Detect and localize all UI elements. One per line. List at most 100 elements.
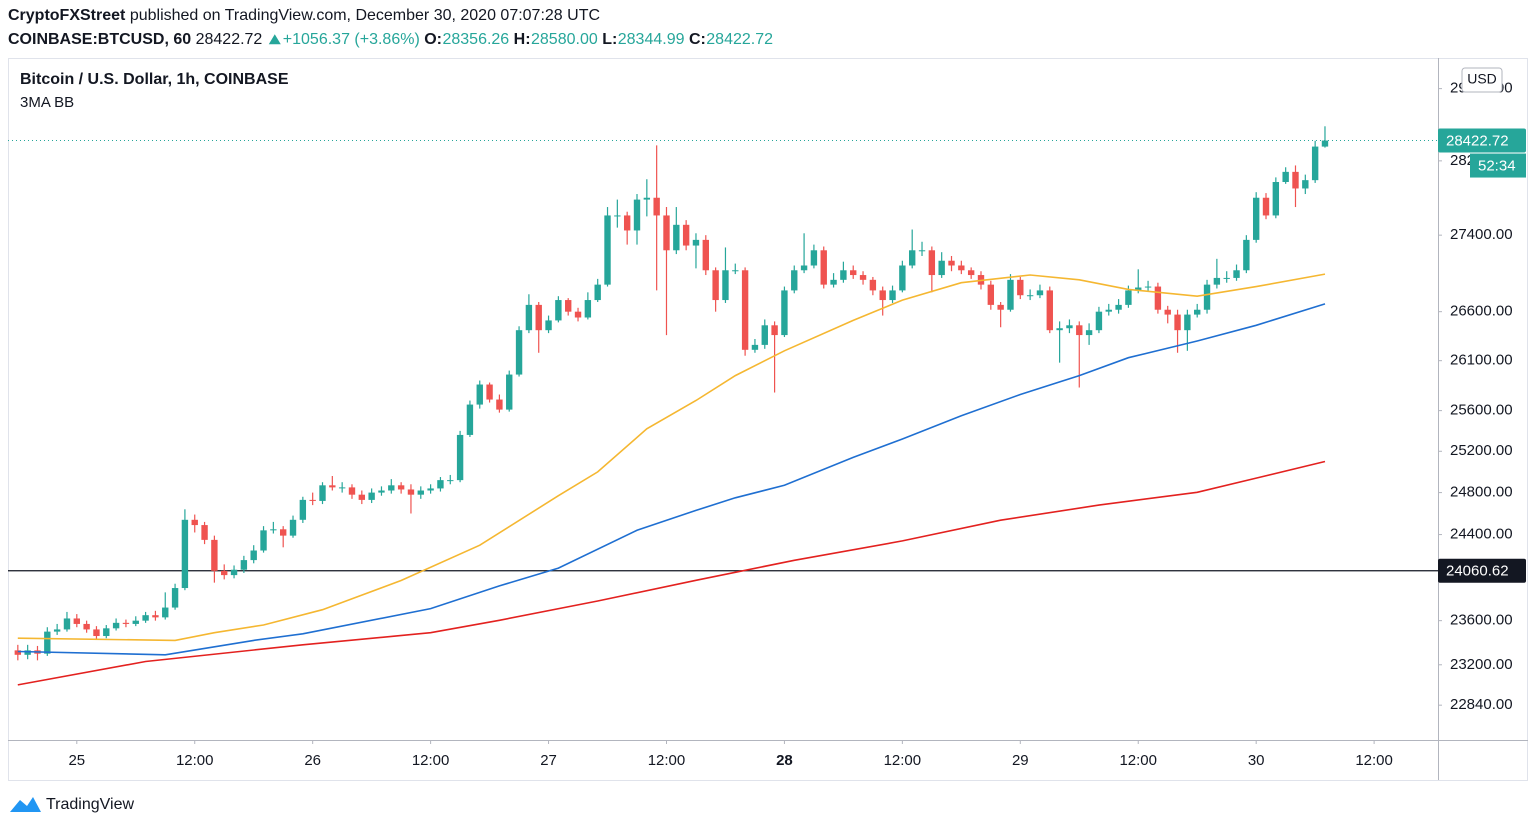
ohlc-label: L: — [602, 31, 617, 48]
candle-body — [732, 270, 739, 272]
candle-body — [112, 622, 120, 629]
candle-body — [889, 290, 896, 301]
candle-body — [830, 279, 837, 285]
y-tick-label: 23600.00 — [1450, 612, 1513, 629]
ohlc-value: 28344.99 — [618, 31, 685, 48]
candle-body — [810, 250, 818, 266]
level-badge-label: 24060.62 — [1446, 563, 1509, 580]
x-tick-label: 26 — [304, 752, 321, 769]
candle-body — [437, 480, 444, 489]
candle-body — [388, 485, 395, 491]
candle-body — [692, 239, 700, 246]
brand-logo — [10, 797, 41, 812]
candle-body — [1243, 239, 1250, 271]
candle-body — [663, 215, 670, 251]
ohlc-label: C: — [689, 31, 706, 48]
candle-body — [211, 539, 218, 571]
price-badge — [1438, 128, 1526, 153]
candle-body — [260, 530, 267, 551]
candle-body — [152, 615, 159, 618]
candle-body — [643, 197, 651, 200]
candle-body — [623, 215, 631, 231]
candle-body — [181, 519, 189, 589]
candle-body — [427, 488, 434, 491]
candle-body — [1007, 279, 1014, 310]
candle-body — [103, 628, 110, 637]
candle-body — [781, 290, 788, 336]
candle-body — [948, 260, 955, 266]
indicator-label: 3MA BB — [20, 94, 74, 111]
candle-body — [1164, 309, 1171, 315]
ohlc-value: 28580.00 — [531, 31, 598, 48]
moving-average — [17, 273, 1326, 642]
brand-name: TradingView — [46, 796, 134, 813]
candle-body — [938, 260, 945, 276]
candle-body — [240, 560, 248, 570]
candle-body — [496, 399, 503, 410]
candle-body — [1272, 181, 1280, 216]
candle-body — [53, 629, 61, 632]
candle-body — [908, 250, 916, 266]
x-tick-label: 12:00 — [1119, 752, 1157, 769]
y-tick-label: 24800.00 — [1450, 484, 1513, 501]
candle-body — [358, 494, 366, 500]
candle-body — [869, 279, 877, 291]
candle-body — [171, 588, 179, 608]
candle-body — [741, 270, 749, 350]
candle-body — [800, 265, 808, 271]
candle-body — [142, 615, 149, 621]
candle-body — [1135, 287, 1142, 291]
x-tick-label: 12:00 — [884, 752, 922, 769]
candle-body — [24, 650, 31, 655]
candle-body — [1036, 290, 1044, 296]
symbol: COINBASE:BTCUSD, 60 — [8, 31, 191, 48]
x-tick-label: 12:00 — [1355, 752, 1393, 769]
x-tick-label: 27 — [540, 752, 557, 769]
candle-body — [378, 490, 385, 493]
candle-body — [850, 270, 857, 276]
published: published on TradingView.com, December 3… — [130, 7, 600, 24]
candle-body — [407, 489, 415, 495]
candle-body — [1174, 314, 1181, 331]
candle-body — [614, 215, 621, 217]
currency-badge[interactable] — [1461, 67, 1503, 93]
ohlc-label: H: — [514, 31, 531, 48]
candle-body — [299, 499, 307, 520]
candle-body — [162, 607, 169, 618]
candle-body — [1321, 140, 1329, 147]
candle-body — [594, 284, 601, 301]
candle-body — [1203, 284, 1211, 310]
candle-body — [1125, 290, 1132, 305]
currency: USD — [1467, 71, 1497, 87]
symbol-line: COINBASE:BTCUSD, 60 28422.72 +1056.37 (+… — [8, 31, 773, 48]
candle-body — [967, 270, 975, 276]
moving-average — [17, 460, 1326, 686]
x-tick-label: 29 — [1012, 752, 1029, 769]
candle-body — [1026, 295, 1034, 297]
x-tick-label: 25 — [68, 752, 85, 769]
candle-body — [928, 250, 936, 276]
candle-body — [329, 485, 336, 488]
candle-body — [230, 569, 238, 576]
candle-body — [584, 300, 592, 318]
candle-body — [604, 215, 611, 285]
candle-body — [997, 304, 1004, 310]
candle-body — [958, 265, 965, 271]
candle-body — [397, 485, 405, 490]
candle-body — [574, 311, 582, 318]
candle-body — [1184, 314, 1191, 331]
ohlc-value: 28422.72 — [706, 31, 773, 48]
candle-body — [466, 404, 474, 435]
countdown: 52:34 — [1478, 158, 1516, 175]
candle-body — [289, 519, 297, 536]
price-badge-label: 28422.72 — [1446, 133, 1509, 150]
candle-body — [859, 275, 867, 280]
candle-body — [515, 330, 523, 375]
y-tick-label: 23200.00 — [1450, 656, 1513, 673]
candle-body — [565, 300, 572, 312]
x-tick-label: 30 — [1248, 752, 1265, 769]
candle-body — [122, 622, 130, 624]
candle-body — [702, 239, 709, 271]
y-tick-label: 24400.00 — [1450, 526, 1513, 543]
candle-body — [525, 304, 533, 331]
